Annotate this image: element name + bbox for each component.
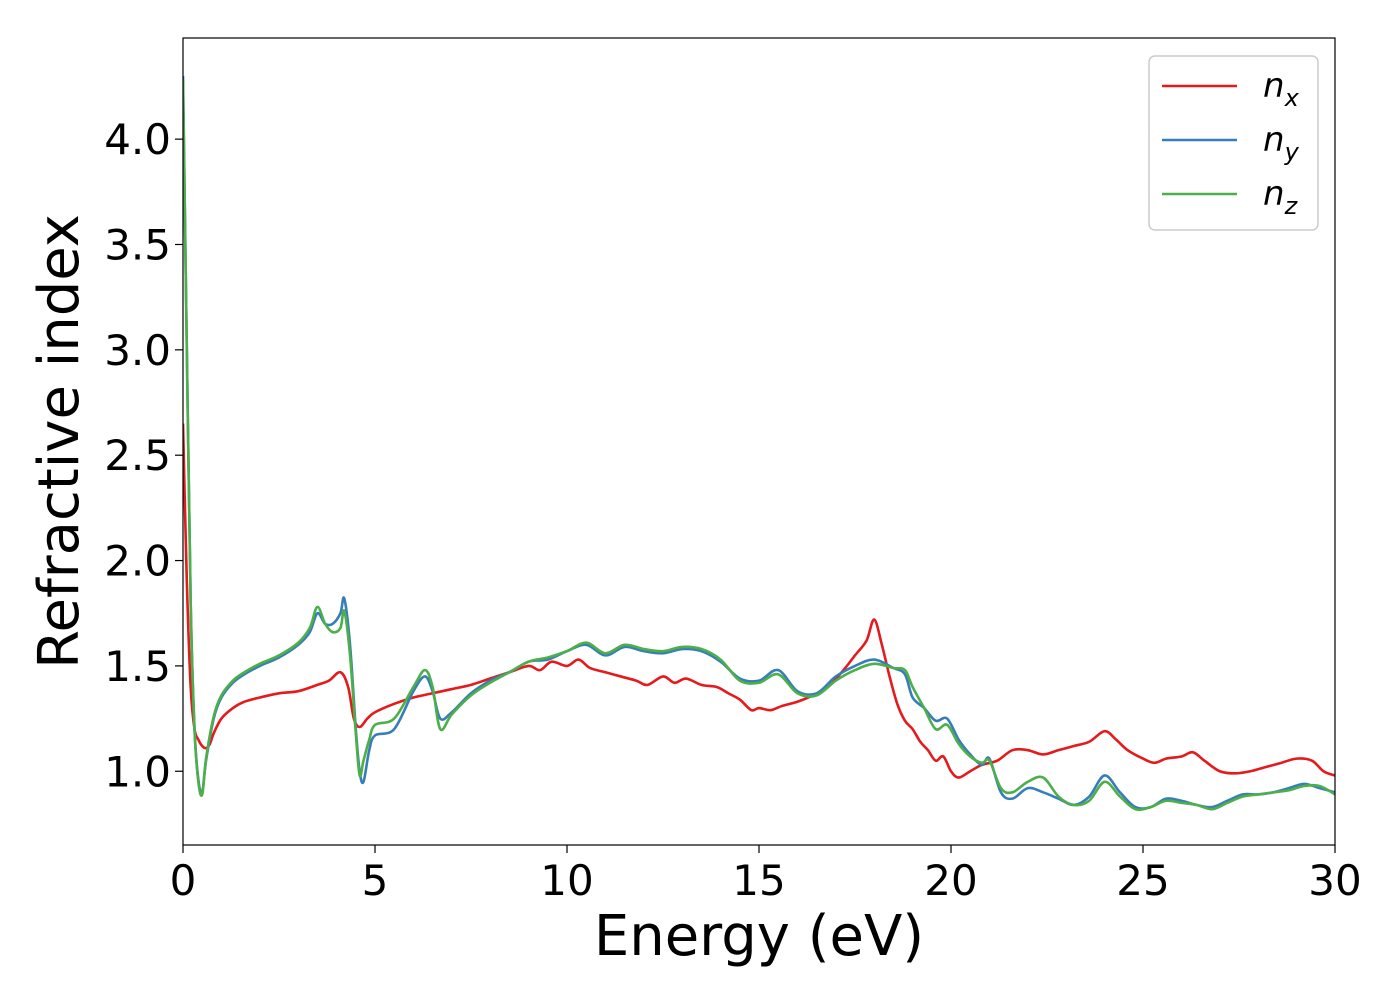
- series-layer: [183, 75, 1335, 812]
- legend-label: nx: [1263, 66, 1300, 112]
- x-tick-label: 15: [732, 856, 785, 905]
- y-tick-label: 2.5: [104, 431, 171, 480]
- x-axis-ticks: 0 5 10 15 20 25 30: [170, 845, 1362, 905]
- legend-item-x: nx: [1162, 66, 1300, 112]
- legend-box: [1148, 55, 1319, 231]
- y-tick-label: 1.0: [104, 747, 171, 796]
- y-axis-label: Refractive index: [27, 214, 92, 669]
- legend: nx ny nz: [1148, 55, 1319, 231]
- legend-label: nz: [1263, 174, 1299, 220]
- x-tick-label: 25: [1116, 856, 1169, 905]
- y-tick-label: 1.5: [104, 642, 171, 691]
- y-tick-label: 3.5: [104, 220, 171, 269]
- legend-label: ny: [1263, 120, 1300, 166]
- legend-item-z: nz: [1162, 174, 1299, 220]
- y-tick-label: 2.0: [104, 537, 171, 586]
- x-axis-label: Energy (eV): [594, 904, 924, 969]
- y-tick-label: 3.0: [104, 326, 171, 375]
- y-axis-ticks: 1.0 1.5 2.0 2.5 3.0 3.5 4.0: [104, 115, 183, 796]
- x-tick-label: 10: [540, 856, 593, 905]
- legend-item-y: ny: [1162, 120, 1300, 166]
- series-line-z: [183, 80, 1335, 812]
- y-tick-label: 4.0: [104, 115, 171, 164]
- x-tick-label: 20: [924, 856, 977, 905]
- x-tick-label: 5: [362, 856, 389, 905]
- series-line-y: [183, 75, 1335, 810]
- x-tick-label: 0: [170, 856, 197, 905]
- series-line-x: [183, 423, 1335, 779]
- x-tick-label: 30: [1308, 856, 1361, 905]
